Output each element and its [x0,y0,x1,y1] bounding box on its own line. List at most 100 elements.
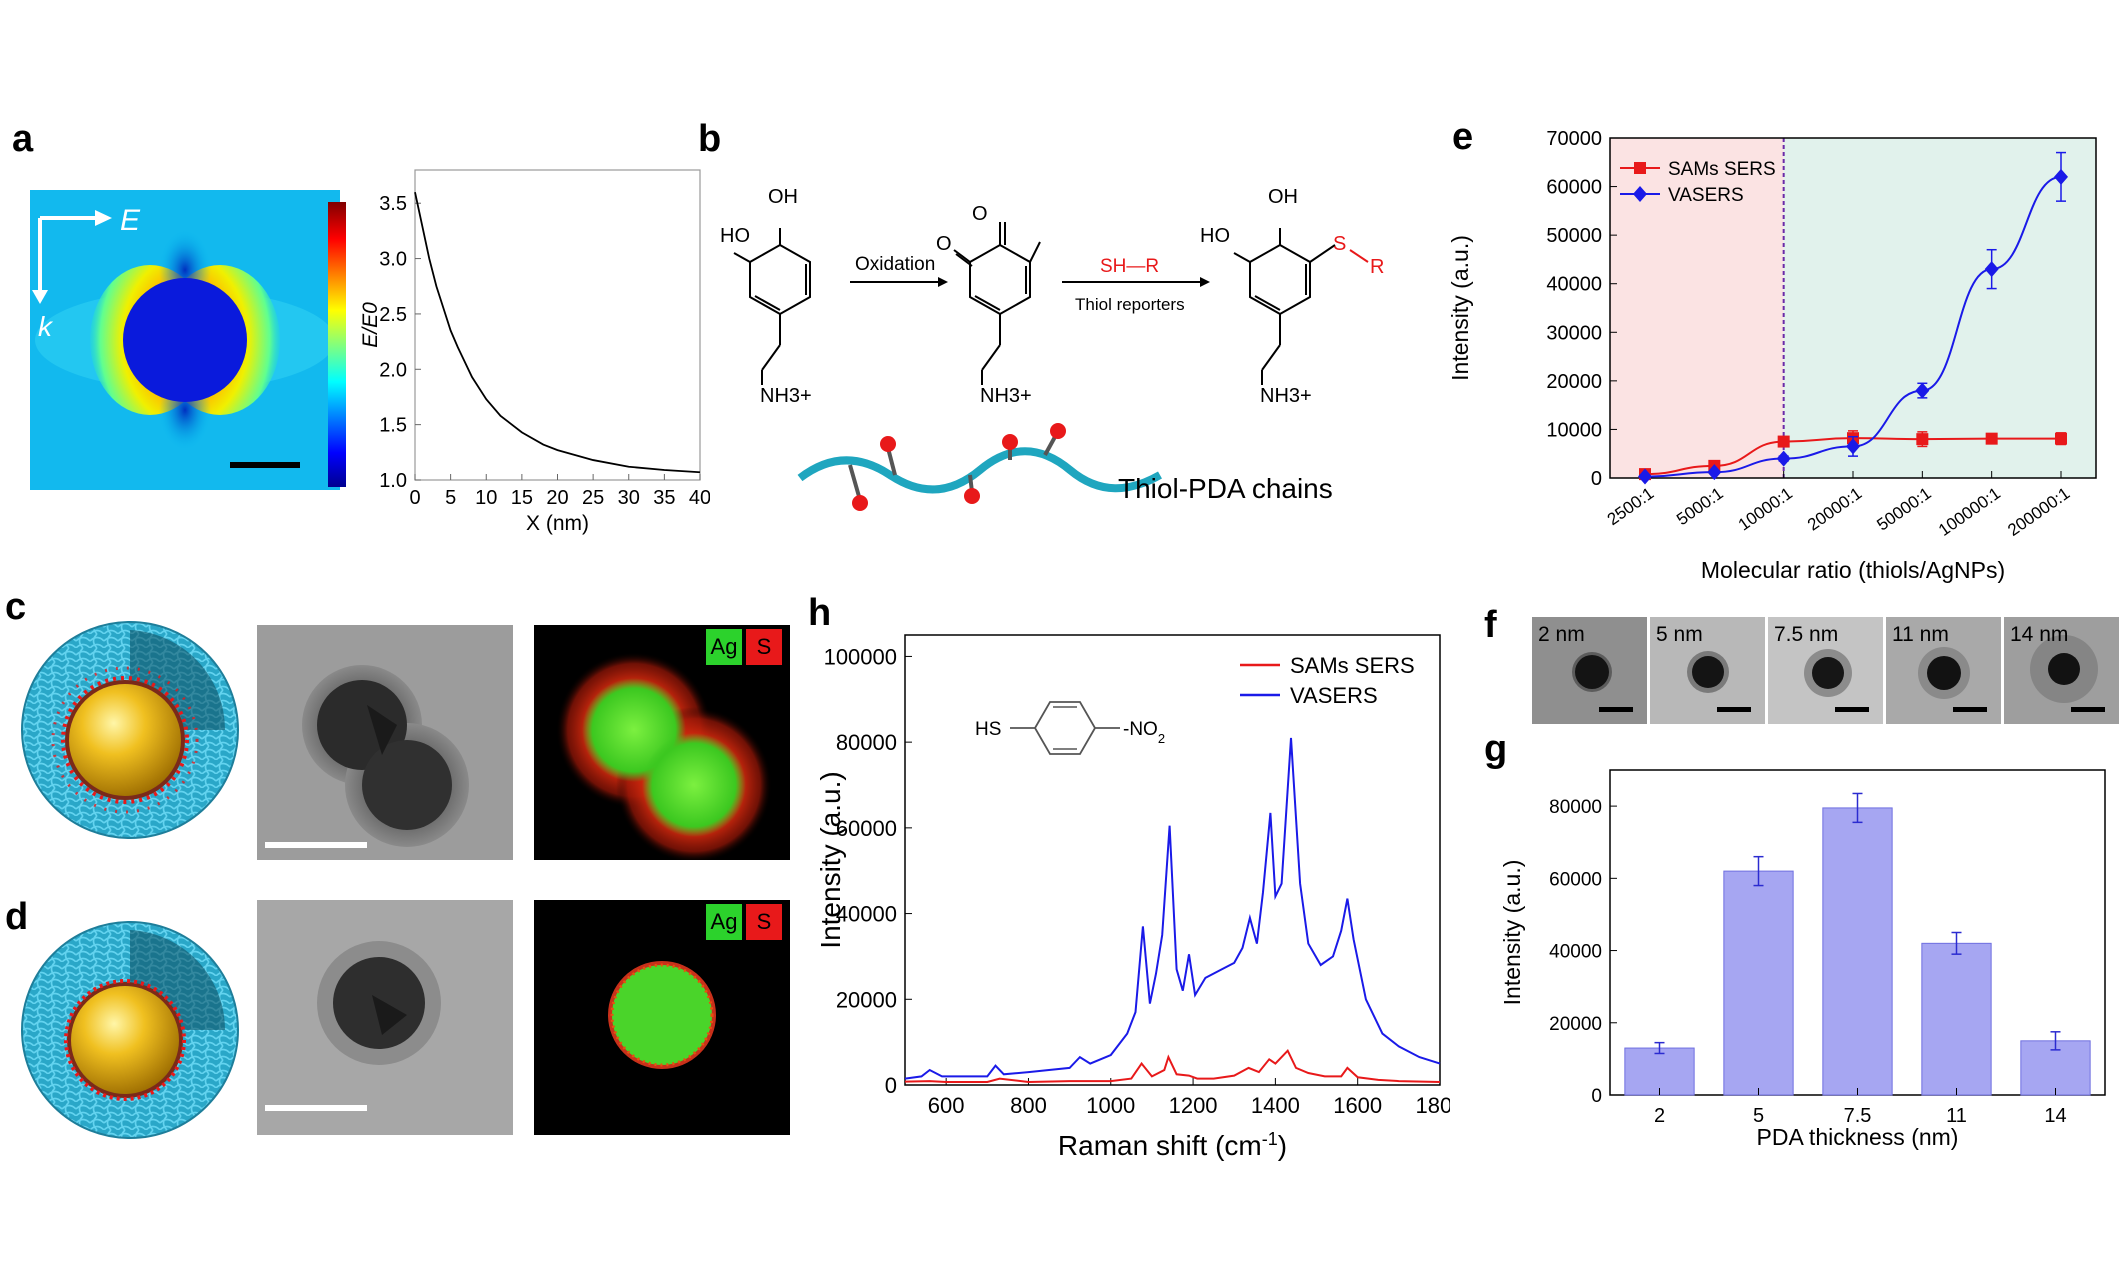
legend-text-sams: SAMs SERS [1668,159,1776,180]
thiol-reporters-label: Thiol reporters [1075,295,1185,314]
y-tick-label: 50000 [1546,225,1602,247]
x-tick-label: 5 [445,487,456,509]
sphere-model-c [21,621,239,839]
reporter-bead [964,488,980,504]
r-group-label: R [1370,256,1384,278]
x-tick-label: 20 [546,487,568,509]
legend-s: S [746,904,782,940]
field-e-label: E [120,204,141,237]
y-tick-label: 40000 [836,902,897,927]
bar [1723,870,1794,1096]
panel-label-a: a [12,118,34,160]
data-point [1984,261,1999,278]
x-axis-label: X (nm) [526,512,589,535]
x-tick-label: 2500:1 [1604,484,1657,529]
x-tick-label: 1000 [1086,1093,1135,1118]
x-tick-label: 1600 [1333,1093,1382,1118]
x-tick-label: 1800 [1416,1093,1450,1118]
y-tick-label: 0 [885,1073,897,1098]
nh3-label-2: NH3+ [980,385,1032,407]
spectrum-sams [904,1048,1441,1084]
data-point [1985,432,1998,445]
nh3-label-3: NH3+ [1260,385,1312,407]
bar [1822,807,1893,1096]
y-tick-label: 60000 [1549,869,1602,890]
y-tick-label: 40000 [1549,942,1602,963]
data-point [1638,468,1652,485]
reporter-bead [852,495,868,511]
thickness-label: 5 nm [1656,623,1703,646]
scale-bar [230,462,300,468]
silver-core-d [71,986,179,1094]
legend-marker-sams [1634,162,1646,174]
y-tick-label: 2.0 [379,359,407,381]
field-enhancement-map: E k [30,190,340,490]
x-tick-label: 5 [1753,1105,1764,1127]
y-tick-label: 3.0 [379,249,407,271]
y-tick-label: 3.5 [379,193,407,215]
colorbar [328,202,346,487]
legend-s: S [746,629,782,665]
thickness-label: 2 nm [1538,623,1585,646]
x-tick-label: 200000:1 [2004,484,2073,540]
x-tick-label: 11 [1946,1105,1967,1127]
eds-map-d: Ag S [534,900,790,1135]
panel-label-f: f [1484,604,1497,646]
ho-label-3: HO [1200,225,1230,247]
data-point [2055,432,2067,445]
benzene-ring-dopamine [749,243,811,316]
chart-pda-thickness: 0 20000 40000 60000 80000 2 5 7.5 11 14 PDA thickn… [1499,769,2106,1150]
x-tick-label: 800 [1010,1093,1047,1118]
bar [1624,1047,1695,1096]
x-tick-label: 50000:1 [1873,484,1934,535]
y-tick-label: 60000 [1546,177,1602,199]
o-label-2a: O [972,203,988,225]
panel-label-b: b [698,118,722,160]
y-tick-label: 30000 [1546,322,1602,344]
benzene-ring-quinone [969,243,1031,316]
reporter-bead [880,436,896,452]
x-tick-label: 40 [689,487,710,509]
oh-label-1: OH [768,186,798,208]
legend-ag: Ag [706,904,742,940]
no2-label: -NO2 [1123,719,1165,746]
region-vasers [1783,138,2096,478]
y-axis-label: E/E0 [359,302,382,348]
thickness-label: 11 nm [1892,623,1949,646]
legend-text-vasers: VASERS [1668,185,1744,206]
thickness-tile-7-5nm: 7.5 nm [1768,617,1883,724]
data-point [1776,450,1791,467]
y-tick-label: 80000 [1549,797,1602,818]
legend-text-vasers: VASERS [1290,683,1378,708]
panel-label-g: g [1484,728,1508,770]
thickness-label: 7.5 nm [1774,623,1839,646]
x-tick-label: 14 [2044,1105,2066,1127]
benzene-ring [1033,701,1097,755]
y-tick-label: 1.0 [379,470,407,492]
spectrum-vasers [904,737,1441,1080]
wavevector-k-label: k [38,311,54,342]
legend-marker-vasers [1633,186,1647,202]
y-tick-label: 10000 [1546,419,1602,441]
legend-text-sams: SAMs SERS [1290,653,1415,678]
oxidation-label: Oxidation [855,254,935,275]
x-tick-label: 5000:1 [1673,484,1726,529]
thickness-tile-5nm: 5 nm [1650,617,1765,724]
y-axis-label: Intensity (a.u.) [815,771,846,948]
thiol-pda-chains-label: Thiol-PDA chains [1118,473,1333,504]
y-axis-label: Intensity (a.u.) [1499,860,1525,1006]
benzene-ring-product [1249,243,1311,316]
oh-label-3: OH [1268,186,1298,208]
panel-label-h: h [808,592,832,634]
x-tick-label: 10000:1 [1735,484,1796,535]
y-tick-label: 40000 [1546,274,1602,296]
y-tick-label: 1.5 [379,415,407,437]
reaction-scheme: OH HO O O OH HO S R NH3+ NH3+ NH3+ Oxida… [720,186,1384,511]
x-tick-label: 25 [582,487,604,509]
y-tick-label: 20000 [836,987,897,1012]
reporter-bead [1050,423,1066,439]
legend-ag: Ag [706,629,742,665]
y-axis-label: Intensity (a.u.) [1447,235,1473,381]
x-tick-label: 15 [511,487,533,509]
y-tick-label: 0 [1591,468,1602,490]
